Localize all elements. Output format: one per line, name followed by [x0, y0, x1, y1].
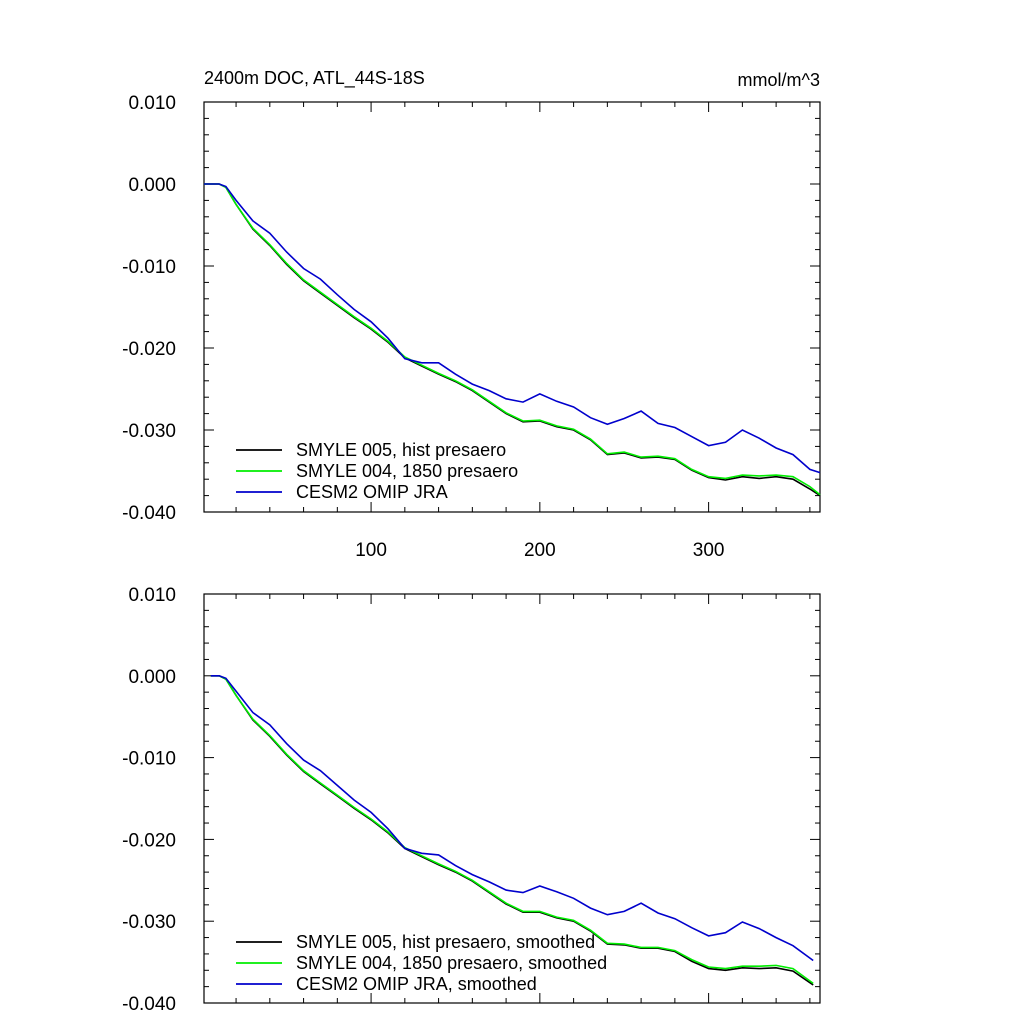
- chart-title: 2400m DOC, ATL_44S-18S: [204, 68, 425, 89]
- y-tick-label: -0.010: [122, 749, 176, 770]
- y-tick-label: 0.000: [128, 175, 176, 196]
- y-tick-label: 0.000: [128, 667, 176, 688]
- top-panel: 0.010 0.000 -0.010 -0.020 -0.030 -0.040 100 200…: [122, 93, 821, 561]
- plot-frame: [203, 593, 821, 1004]
- y-tick-label: -0.020: [122, 339, 176, 360]
- series-line-2: [210, 675, 814, 985]
- y-tick-label: -0.040: [122, 503, 176, 524]
- x-tick-label: 300: [693, 540, 725, 561]
- legend-label: SMYLE 004, 1850 presaero, smoothed: [296, 953, 607, 973]
- y-tick-label: -0.040: [122, 994, 176, 1015]
- series-line-2: [204, 183, 821, 496]
- y-tick-label: 0.010: [128, 585, 176, 606]
- bottom-panel: 0.010 0.000 -0.010 -0.020 -0.030 -0.040 SMYLE …: [122, 585, 821, 1015]
- x-tick-label: 100: [355, 540, 387, 561]
- series-line-3: [204, 183, 821, 474]
- y-tick-label: -0.030: [122, 421, 176, 442]
- series-line-3: [210, 675, 814, 962]
- legend-label: CESM2 OMIP JRA: [296, 482, 448, 502]
- units-label: mmol/m^3: [738, 70, 820, 90]
- y-tick-label: -0.020: [122, 830, 176, 851]
- x-tick-label: 200: [524, 540, 556, 561]
- legend-label: SMYLE 005, hist presaero, smoothed: [296, 932, 595, 952]
- legend-label: CESM2 OMIP JRA, smoothed: [296, 974, 537, 994]
- y-tick-label: -0.030: [122, 912, 176, 933]
- y-tick-label: 0.010: [128, 93, 176, 114]
- legend-label: SMYLE 005, hist presaero: [296, 440, 506, 460]
- y-tick-label: -0.010: [122, 257, 176, 278]
- plot-frame: [203, 101, 821, 513]
- legend-label: SMYLE 004, 1850 presaero: [296, 461, 518, 481]
